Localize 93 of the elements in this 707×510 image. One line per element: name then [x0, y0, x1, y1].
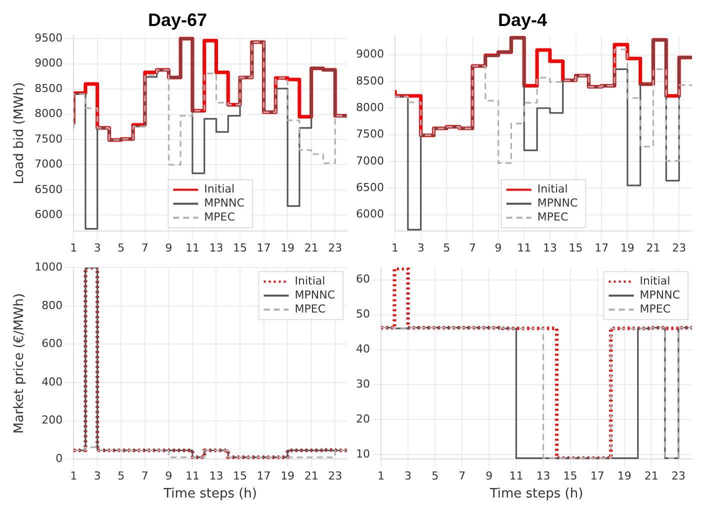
- x-tick-label: 11: [509, 470, 524, 483]
- x-tick-label: 23: [328, 470, 342, 483]
- y-tick-label: 6000: [34, 208, 63, 222]
- x-tick-label: 15: [233, 241, 248, 254]
- x-tick-label: 1: [70, 470, 78, 483]
- legend-label: Initial: [204, 182, 235, 196]
- y-tick-label: 7000: [356, 154, 384, 168]
- y-tick-label: 50: [356, 308, 370, 321]
- x-tick-label: 5: [432, 470, 439, 483]
- x-tick-label: 1: [70, 241, 78, 254]
- y-tick-label: 400: [42, 375, 63, 388]
- x-tick-label: 9: [165, 241, 172, 254]
- x-axis-title: Time steps (h): [162, 486, 257, 502]
- y-tick-label: 7500: [356, 128, 384, 141]
- y-tick-label: 9500: [34, 31, 63, 44]
- x-tick-label: 19: [280, 470, 295, 483]
- x-tick-label: 13: [536, 470, 550, 483]
- legend-label: MPEC: [640, 302, 671, 316]
- y-tick-label: 200: [42, 414, 63, 427]
- x-tick-label: 1: [391, 241, 398, 254]
- y-tick-label: 1000: [34, 260, 63, 274]
- y-tick-label: 30: [356, 378, 370, 391]
- x-tick-label: 21: [646, 241, 660, 254]
- x-tick-label: 23: [328, 241, 342, 254]
- y-tick-label: 9000: [356, 48, 384, 61]
- x-tick-label: 9: [486, 470, 493, 483]
- x-tick-label: 9: [165, 470, 172, 483]
- x-tick-label: 3: [94, 241, 101, 254]
- x-tick-label: 17: [590, 470, 604, 483]
- y-tick-label: 7500: [34, 132, 63, 146]
- legend-label: MPNNC: [204, 196, 245, 210]
- x-tick-label: 3: [404, 470, 412, 483]
- x-tick-label: 15: [563, 470, 578, 483]
- x-tick-label: 19: [280, 241, 295, 254]
- legend-label: MPEC: [204, 210, 236, 224]
- x-axis-title: Time steps (h): [488, 486, 584, 502]
- x-tick-label: 17: [256, 470, 271, 483]
- x-tick-label: 17: [594, 241, 609, 254]
- x-tick-label: 23: [672, 241, 686, 254]
- y-axis-title: Market price (€/MWh): [12, 293, 28, 434]
- x-tick-label: 23: [671, 470, 686, 483]
- y-tick-label: 600: [42, 337, 63, 350]
- x-tick-label: 1: [377, 470, 384, 483]
- y-tick-label: 10: [356, 448, 370, 461]
- x-tick-label: 13: [542, 241, 557, 254]
- x-tick-label: 15: [568, 241, 583, 254]
- y-tick-label: 9000: [34, 56, 63, 70]
- y-tick-label: 6500: [34, 182, 63, 196]
- x-tick-label: 3: [417, 241, 424, 254]
- legend-label: MPNNC: [294, 288, 336, 302]
- y-tick-label: 8000: [34, 107, 63, 120]
- y-tick-label: 6500: [356, 180, 384, 194]
- y-tick-label: 8000: [356, 100, 384, 114]
- x-tick-label: 11: [185, 241, 200, 254]
- x-tick-label: 11: [517, 241, 532, 254]
- x-tick-label: 7: [141, 470, 148, 483]
- y-axis-title: Load bid (MWh): [12, 82, 28, 184]
- x-tick-label: 3: [94, 470, 101, 483]
- x-tick-label: 5: [118, 241, 125, 254]
- legend-label: Initial: [640, 274, 670, 288]
- x-tick-label: 13: [209, 470, 224, 483]
- chart-title: Day-4: [498, 10, 548, 30]
- y-tick-label: 0: [56, 452, 63, 466]
- x-tick-label: 21: [304, 470, 318, 483]
- y-tick-label: 7000: [34, 158, 63, 171]
- x-tick-label: 21: [304, 241, 318, 254]
- legend-label: MPNNC: [640, 288, 680, 302]
- x-tick-label: 7: [468, 241, 476, 254]
- x-tick-label: 9: [494, 241, 502, 254]
- x-tick-label: 11: [185, 470, 200, 483]
- x-tick-label: 19: [620, 241, 634, 254]
- x-tick-label: 7: [458, 470, 466, 483]
- legend-label: Initial: [294, 274, 326, 288]
- x-tick-label: 15: [233, 470, 248, 483]
- x-tick-label: 13: [209, 241, 224, 254]
- legend-label: MPEC: [294, 302, 326, 316]
- y-tick-label: 6000: [356, 208, 384, 221]
- y-tick-label: 8500: [356, 74, 384, 88]
- legend-label: MPNNC: [537, 196, 578, 210]
- legend-label: MPEC: [537, 210, 568, 224]
- y-tick-label: 40: [356, 342, 370, 356]
- x-tick-label: 7: [141, 241, 148, 254]
- x-tick-label: 21: [644, 470, 658, 483]
- x-tick-label: 17: [256, 241, 271, 254]
- y-tick-label: 60: [356, 272, 370, 286]
- legend-label: Initial: [537, 182, 568, 196]
- y-tick-label: 8500: [34, 82, 63, 95]
- x-tick-label: 5: [118, 470, 125, 483]
- chart-title: Day-67: [148, 10, 208, 30]
- y-tick-label: 800: [42, 298, 63, 312]
- x-tick-label: 5: [443, 241, 450, 254]
- x-tick-label: 19: [617, 470, 632, 483]
- y-tick-label: 20: [356, 412, 370, 426]
